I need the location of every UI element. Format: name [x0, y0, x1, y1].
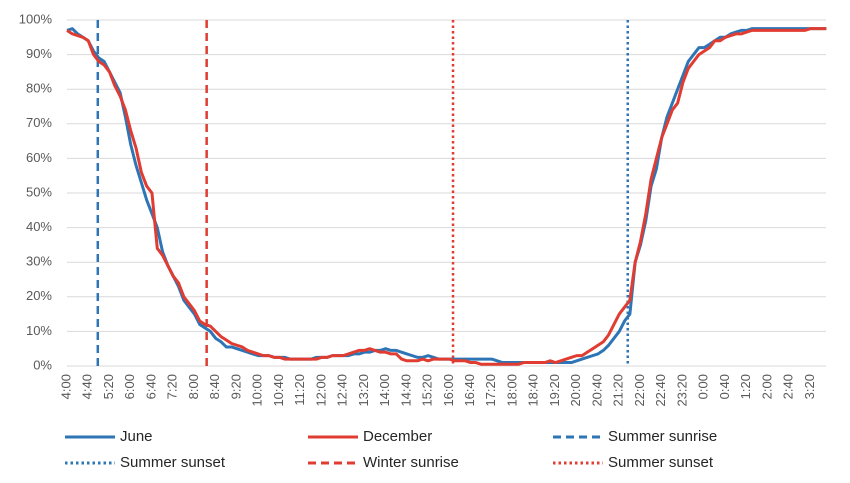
y-tick-label: 10%: [26, 323, 52, 338]
legend-label: Summer sunset: [608, 454, 714, 471]
series-line: [66, 27, 827, 366]
x-tick-label: 18:00: [504, 374, 519, 407]
legend-label: Summer sunset: [120, 454, 226, 471]
x-tick-label: 12:40: [335, 374, 350, 407]
y-tick-label: 50%: [26, 184, 52, 199]
x-tick-label: 17:20: [483, 374, 498, 407]
x-tick-label: 16:40: [462, 374, 477, 407]
y-tick-label: 90%: [26, 46, 52, 61]
legend-label: June: [120, 428, 153, 445]
x-tick-label: 23:20: [674, 374, 689, 407]
x-tick-label: 6:00: [122, 374, 137, 399]
y-tick-label: 20%: [26, 288, 52, 303]
legend-label: December: [363, 428, 432, 445]
legend-label: Summer sunrise: [608, 428, 717, 445]
x-tick-label: 16:00: [441, 374, 456, 407]
x-tick-label: 10:00: [250, 374, 265, 407]
x-tick-label: 14:00: [377, 374, 392, 407]
x-tick-label: 20:00: [568, 374, 583, 407]
y-tick-label: 70%: [26, 115, 52, 130]
x-tick-label: 2:40: [781, 374, 796, 399]
x-tick-label: 21:20: [611, 374, 626, 407]
x-tick-label: 8:40: [207, 374, 222, 399]
y-tick-label: 40%: [26, 219, 52, 234]
y-tick-label: 100%: [19, 11, 53, 26]
x-tick-label: 9:20: [228, 374, 243, 399]
x-tick-label: 12:00: [313, 374, 328, 407]
x-tick-label: 11:20: [292, 374, 307, 406]
x-tick-label: 13:20: [356, 374, 371, 407]
x-tick-label: 6:40: [143, 374, 158, 399]
x-tick-label: 8:00: [186, 374, 201, 399]
x-tick-label: 0:40: [717, 374, 732, 399]
series-line: [66, 27, 827, 365]
x-tick-label: 1:20: [738, 374, 753, 399]
x-tick-label: 4:00: [58, 374, 73, 399]
y-tick-label: 80%: [26, 81, 52, 96]
y-tick-label: 0%: [33, 357, 52, 372]
y-tick-label: 60%: [26, 150, 52, 165]
x-tick-label: 3:20: [802, 374, 817, 399]
x-tick-label: 15:20: [420, 374, 435, 407]
x-tick-label: 18:40: [526, 374, 541, 407]
x-tick-label: 5:20: [101, 374, 116, 399]
x-tick-label: 2:00: [759, 374, 774, 399]
x-tick-label: 22:00: [632, 374, 647, 407]
x-tick-label: 0:00: [696, 374, 711, 399]
x-tick-label: 7:20: [165, 374, 180, 399]
x-tick-label: 14:40: [398, 374, 413, 407]
x-tick-label: 19:20: [547, 374, 562, 407]
x-tick-label: 10:40: [271, 374, 286, 407]
x-tick-label: 20:40: [589, 374, 604, 407]
y-tick-label: 30%: [26, 254, 52, 269]
legend-label: Winter sunrise: [363, 454, 459, 471]
x-tick-label: 22:40: [653, 374, 668, 407]
x-tick-label: 4:40: [80, 374, 95, 399]
